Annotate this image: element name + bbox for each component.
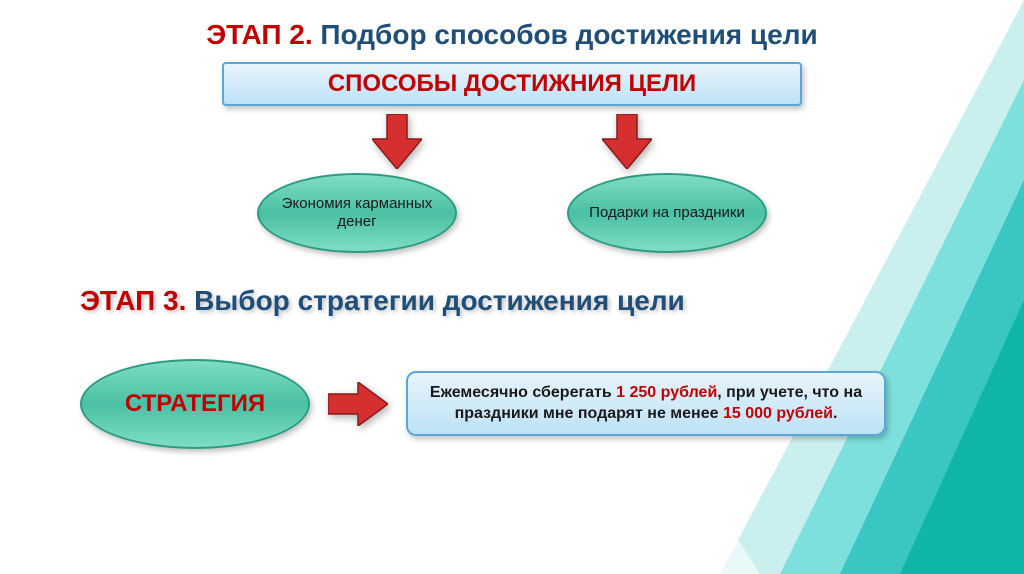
- ellipse-savings: Экономия карманных денег: [257, 173, 457, 253]
- stage2-label: ЭТАП 2.: [206, 19, 312, 50]
- methods-header-text: СПОСОБЫ ДОСТИЖНИЯ ЦЕЛИ: [328, 70, 696, 97]
- stage2-title: ЭТАП 2. Подбор способов достижения цели: [80, 18, 944, 52]
- right-arrow-icon: [328, 382, 388, 426]
- stage3-title: ЭТАП 3. Выбор стратегии достижения цели: [80, 285, 944, 317]
- ellipse-gifts: Подарки на праздники: [567, 173, 767, 253]
- strategy-text-3: .: [833, 405, 837, 422]
- strategy-text-1: Ежемесячно сберегать: [430, 384, 616, 401]
- strategy-label: СТРАТЕГИЯ: [125, 390, 265, 418]
- arrows-row: [222, 114, 802, 169]
- strategy-row: СТРАТЕГИЯ Ежемесячно сберегать 1 250 руб…: [80, 359, 944, 449]
- down-arrow-icon: [602, 114, 652, 169]
- slide-content: ЭТАП 2. Подбор способов достижения цели …: [0, 0, 1024, 449]
- strategy-ellipse: СТРАТЕГИЯ: [80, 359, 310, 449]
- methods-header-box: СПОСОБЫ ДОСТИЖНИЯ ЦЕЛИ: [222, 62, 802, 106]
- strategy-box: Ежемесячно сберегать 1 250 рублей, при у…: [406, 371, 886, 437]
- ellipse-savings-text: Экономия карманных денег: [267, 195, 447, 231]
- strategy-accent-1: 1 250 рублей: [616, 384, 717, 401]
- stage3-label: ЭТАП 3.: [80, 285, 186, 316]
- strategy-accent-2: 15 000 рублей: [723, 405, 833, 422]
- stage3-title-rest: Выбор стратегии достижения цели: [186, 285, 684, 316]
- ellipse-gifts-text: Подарки на праздники: [589, 204, 745, 222]
- stage2-title-rest: Подбор способов достижения цели: [313, 19, 818, 50]
- down-arrow-icon: [372, 114, 422, 169]
- ellipses-row: Экономия карманных денег Подарки на праз…: [222, 173, 802, 253]
